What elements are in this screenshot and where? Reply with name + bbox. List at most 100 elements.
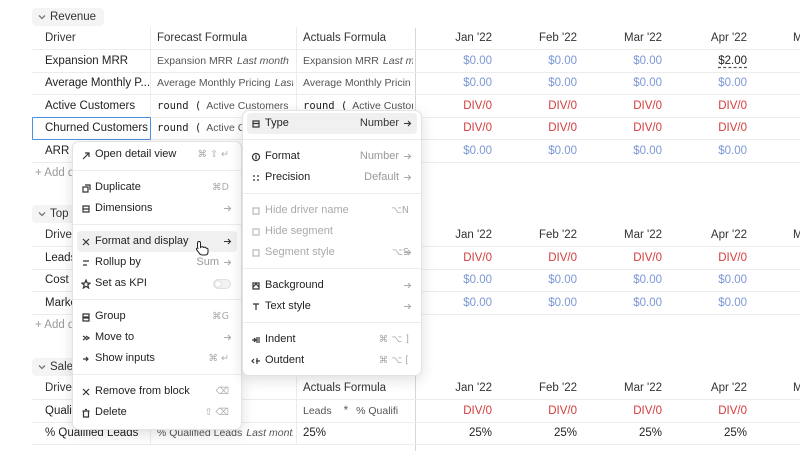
driver-name[interactable]: Leads [45,251,77,264]
value-cell[interactable]: $0.00 [548,296,577,309]
menu-item[interactable]: Dimensions [77,198,237,219]
actuals-formula[interactable]: Leads * % Qualifi [303,400,413,422]
menu-item[interactable]: Type Number [247,113,417,134]
value-cell[interactable]: $0.00 [463,144,492,157]
menu-item[interactable]: Text style [247,296,417,317]
menu-shortcut: ⌥S [392,247,409,258]
row-line [32,94,800,95]
menu-separator [73,170,241,171]
value-cell[interactable]: $0.00 [633,77,662,89]
actuals-formula[interactable]: 25% [303,422,413,444]
value-cell[interactable]: DIV/0 [718,99,747,112]
menu-item[interactable]: Set as KPI [77,273,237,294]
row-line [32,49,800,50]
value-cell[interactable]: $0.00 [548,77,577,89]
menu-item[interactable]: Move to [77,327,237,348]
value-cell[interactable]: $0.00 [463,54,492,67]
value-cell[interactable]: 25% [553,427,577,439]
menu-item[interactable]: Show inputs ⌘ ↵ [77,348,237,369]
value-cell[interactable]: $0.00 [633,144,662,157]
value-cell[interactable]: $0.00 [718,296,747,309]
add-driver[interactable]: + Add d [35,167,75,179]
value-cell[interactable]: DIV/0 [463,404,492,417]
menu-item[interactable]: Format Number [247,146,417,167]
actuals-formula[interactable]: Expansion MRR Last m [303,50,413,72]
month-header: M [793,382,800,394]
value-cell[interactable]: $0.00 [463,274,492,286]
driver-name[interactable]: Cost I [45,274,76,286]
driver-name[interactable]: Marke [45,296,77,309]
value-cell[interactable]: DIV/0 [633,251,662,264]
column-header: Forecast Formula [157,32,248,44]
formula-op: * [343,404,349,417]
value-cell[interactable]: DIV/0 [633,404,662,417]
value-cell[interactable]: DIV/0 [548,99,577,112]
forecast-formula[interactable]: round (Active Cu [157,117,293,139]
driver-name[interactable]: ARR [45,144,70,157]
value-cell[interactable]: DIV/0 [548,404,577,417]
actuals-formula[interactable]: round (Active Custom [303,95,413,117]
value-cell[interactable]: $0.00 [718,144,747,157]
driver-name[interactable]: Qualif [45,404,76,417]
section-header[interactable]: Revenue [32,8,105,26]
menu-item[interactable]: Delete ⇧ ⌫ [77,402,237,423]
undefined [253,174,259,181]
forecast-formula[interactable]: Expansion MRR Last month [157,50,293,72]
add-driver[interactable]: + Add d [35,319,75,331]
menu-item: Hide driver name ⌥N [247,200,417,221]
forecast-formula[interactable]: Average Monthly Pricing Last [157,72,293,94]
menu-item[interactable]: Background [247,275,417,296]
menu-item[interactable]: Format and display [77,231,237,252]
menu-item[interactable]: Outdent ⌘ ⌥ [ [247,350,417,371]
value-cell[interactable]: DIV/0 [718,404,747,417]
value-cell[interactable]: $0.00 [463,77,492,89]
menu-item[interactable]: Indent ⌘ ⌥ ] [247,329,417,350]
value-cell[interactable]: DIV/0 [463,122,492,134]
value-cell[interactable]: $0.00 [633,296,662,309]
menu-label: Indent [265,333,296,345]
menu-label: Show inputs [95,352,155,364]
value-cell[interactable]: $0.00 [548,54,577,67]
value-cell[interactable]: $0.00 [718,274,747,286]
menu-label: Duplicate [95,181,141,193]
menu-item[interactable]: Precision Default [247,167,417,188]
value-cell[interactable]: $0.00 [718,77,747,89]
menu-item[interactable]: Group ⌘G [77,306,237,327]
menu-item[interactable]: Duplicate ⌘D [77,177,237,198]
value-cell[interactable]: DIV/0 [463,251,492,264]
menu-shortcut: ⌘D [212,182,229,193]
formula-ref: Leads [303,404,332,417]
forecast-formula[interactable]: % Qualified Leads Last month [157,422,293,444]
forecast-formula[interactable]: round (Active CustomersLa [157,95,293,117]
value-cell[interactable]: DIV/0 [718,122,747,134]
menu-separator [243,268,421,269]
value-cell[interactable]: DIV/0 [718,251,747,264]
value-cell[interactable]: DIV/0 [463,99,492,112]
value-cell[interactable]: DIV/0 [548,122,577,134]
value-cell[interactable]: $0.00 [633,54,662,67]
formula-ref: Active Customers [206,99,289,112]
value-cell[interactable]: 25% [638,427,662,439]
value-cell[interactable]: DIV/0 [548,251,577,264]
menu-item[interactable]: Remove from block ⌫ [77,381,237,402]
value-cell[interactable]: DIV/0 [633,122,662,134]
value-cell[interactable]: $2.00 [718,54,747,67]
value-cell[interactable]: $0.00 [548,144,577,157]
driver-name[interactable]: % Qualified Leads [45,427,139,439]
formula-text: 25% [303,427,327,439]
driver-name[interactable]: Expansion MRR [45,54,129,67]
driver-name[interactable]: Churned Customers [45,122,148,134]
value-cell[interactable]: DIV/0 [633,99,662,112]
value-cell[interactable]: 25% [723,427,747,439]
menu-item[interactable]: Rollup by Sum [77,252,237,273]
driver-name[interactable]: Active Customers [45,99,136,112]
actuals-formula[interactable]: Average Monthly Pricin [303,72,413,94]
driver-name[interactable]: Average Monthly P... [45,77,149,89]
formula-fn: round ( [157,99,202,112]
value-cell[interactable]: $0.00 [633,274,662,286]
row-line [32,71,800,73]
value-cell[interactable]: $0.00 [463,296,492,309]
value-cell[interactable]: 25% [468,427,492,439]
menu-item[interactable]: Open detail view ⌘ ⇧ ↵ [77,144,237,165]
value-cell[interactable]: $0.00 [548,274,577,286]
